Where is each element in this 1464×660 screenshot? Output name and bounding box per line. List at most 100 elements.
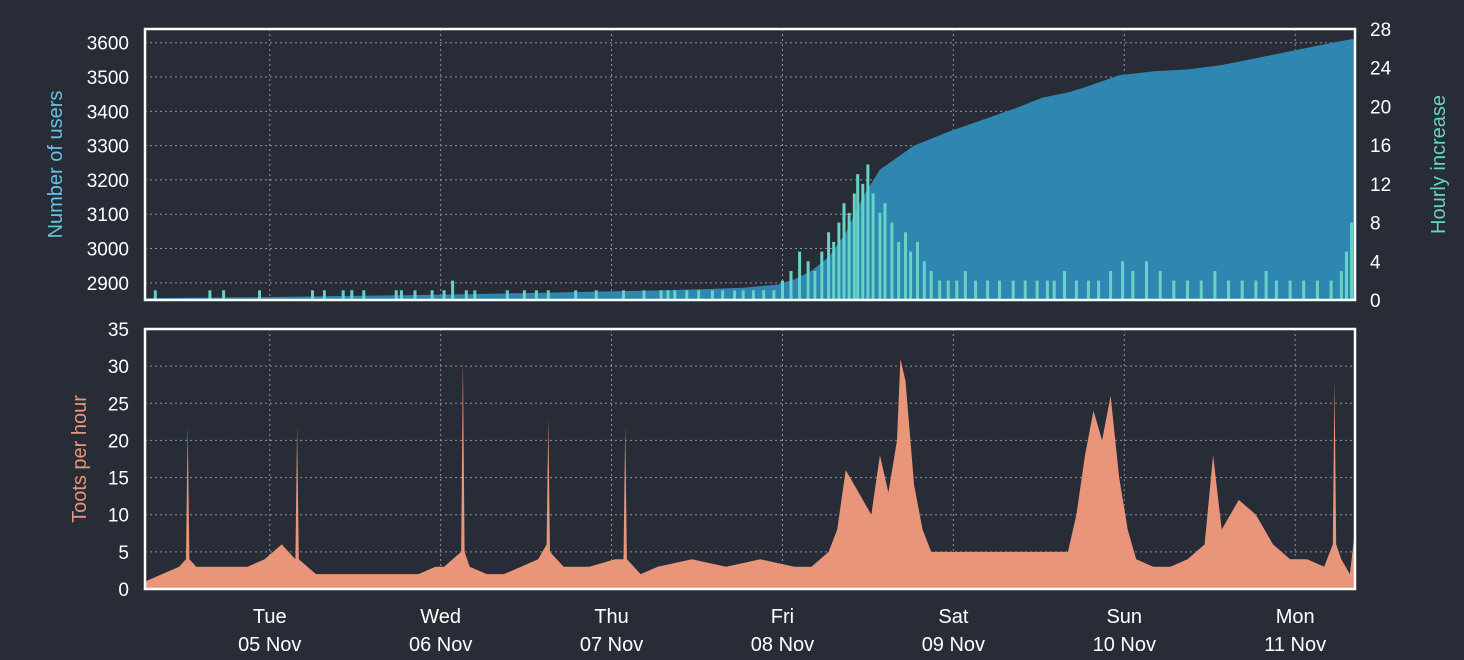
- users-ytick-label: 3000: [87, 240, 129, 261]
- hourly-increase-bar: [697, 290, 701, 300]
- hourly-increase-bar: [673, 290, 677, 300]
- x-tick-date-label: 08 Nov: [751, 634, 814, 656]
- toots-axis-label: Toots per hour: [69, 395, 91, 523]
- users-ytick-label: 3600: [87, 34, 129, 55]
- hourly-increase-bar: [1011, 280, 1015, 300]
- hourly-increase-bar: [1240, 280, 1244, 300]
- hourly-ytick-label: 16: [1370, 136, 1391, 157]
- hourly-increase-bar: [666, 290, 670, 300]
- x-tick-day-label: Thu: [594, 606, 628, 628]
- hourly-increase-bar: [473, 290, 477, 300]
- hourly-increase-bar: [806, 261, 810, 300]
- hourly-increase-bar: [1145, 261, 1148, 300]
- hourly-increase-bar: [946, 280, 950, 300]
- hourly-increase-bar: [546, 290, 550, 300]
- hourly-increase-bar: [847, 212, 851, 300]
- hourly-increase-bar: [1264, 271, 1268, 300]
- hourly-increase-bar: [721, 290, 725, 300]
- hourly-increase-bar: [505, 290, 509, 300]
- hourly-increase-bar: [1035, 280, 1039, 300]
- hourly-increase-bar: [362, 290, 366, 300]
- hourly-increase-bar: [322, 290, 326, 300]
- hourly-axis-label: Hourly increase: [1428, 95, 1450, 234]
- hourly-increase-bar: [897, 241, 901, 300]
- hourly-increase-bar: [856, 174, 860, 300]
- hourly-increase-bar: [909, 251, 913, 300]
- hourly-increase-bar: [1109, 271, 1113, 300]
- hourly-increase-bar: [442, 290, 446, 300]
- hourly-ytick-label: 4: [1370, 252, 1381, 273]
- hourly-ytick-label: 8: [1370, 214, 1381, 235]
- hourly-ytick-label: 28: [1370, 20, 1391, 41]
- users-ytick-label: 3300: [87, 137, 129, 158]
- hourly-increase-bar: [1213, 271, 1217, 300]
- hourly-increase-bar: [820, 251, 824, 300]
- hourly-increase-bar: [1063, 271, 1066, 300]
- hourly-increase-bar: [341, 290, 345, 300]
- toots-ytick-label: 5: [118, 543, 129, 564]
- hourly-increase-bar: [916, 241, 919, 300]
- hourly-ytick-label: 12: [1370, 175, 1391, 196]
- hourly-increase-bar: [1074, 280, 1078, 300]
- hourly-increase-bar: [1227, 280, 1230, 300]
- hourly-increase-bar: [430, 290, 434, 300]
- hourly-increase-bar: [574, 290, 578, 300]
- x-tick-date-label: 11 Nov: [1264, 634, 1326, 656]
- hourly-increase-bar: [208, 290, 212, 300]
- hourly-increase-bar: [866, 164, 870, 300]
- hourly-increase-bar: [986, 280, 990, 300]
- hourly-increase-bar: [798, 251, 802, 300]
- x-tick-day-label: Sun: [1106, 606, 1142, 628]
- hourly-increase-bar: [622, 290, 625, 300]
- hourly-increase-bar: [350, 290, 354, 300]
- hourly-increase-bar: [1023, 280, 1027, 300]
- hourly-increase-bar: [153, 290, 157, 300]
- hourly-increase-bar: [659, 290, 663, 300]
- hourly-increase-bar: [522, 290, 526, 300]
- users-ytick-label: 3400: [87, 102, 129, 123]
- hourly-increase-bar: [1131, 271, 1135, 300]
- x-tick-day-label: Fri: [771, 606, 794, 628]
- toots-ytick-label: 35: [108, 320, 129, 341]
- users-area: [145, 38, 1355, 300]
- hourly-increase-bar: [258, 290, 261, 300]
- x-tick-day-label: Tue: [253, 606, 287, 628]
- hourly-increase-bar: [762, 290, 766, 300]
- hourly-increase-bar: [1186, 280, 1189, 300]
- hourly-increase-bar: [974, 280, 978, 300]
- hourly-increase-bar: [1045, 280, 1049, 300]
- hourly-increase-bar: [1302, 280, 1306, 300]
- x-tick-date-label: 10 Nov: [1093, 634, 1156, 656]
- hourly-ytick-label: 0: [1370, 291, 1381, 312]
- hourly-increase-bar: [890, 222, 894, 300]
- toots-plot-frame: [143, 327, 1357, 591]
- x-tick-date-label: 09 Nov: [922, 634, 985, 656]
- hourly-increase-bar: [311, 290, 314, 300]
- hourly-increase-bar: [710, 290, 714, 300]
- users-ytick-label: 2900: [87, 274, 129, 295]
- toots-ytick-label: 0: [118, 580, 129, 601]
- hourly-increase-bar: [1097, 280, 1101, 300]
- hourly-increase-bar: [772, 290, 776, 300]
- hourly-ytick-label: 24: [1370, 59, 1392, 80]
- hourly-increase-bar: [399, 290, 403, 300]
- hourly-increase-bar: [1052, 280, 1056, 300]
- hourly-increase-bar: [1274, 280, 1278, 300]
- hourly-increase-bar: [929, 271, 933, 300]
- hourly-increase-bar: [451, 280, 455, 300]
- hourly-increase-bar: [1288, 280, 1292, 300]
- hourly-ytick-label: 20: [1370, 97, 1391, 118]
- x-tick-date-label: 05 Nov: [238, 634, 301, 656]
- hourly-increase-bar: [781, 280, 784, 300]
- hourly-increase-bar: [883, 203, 887, 300]
- x-tick-date-label: 06 Nov: [409, 634, 472, 656]
- hourly-increase-bar: [852, 193, 856, 300]
- hourly-increase-bar: [464, 290, 468, 300]
- users-ytick-label: 3100: [87, 205, 129, 226]
- hourly-increase-bar: [938, 280, 942, 300]
- x-tick-day-label: Wed: [420, 606, 461, 628]
- hourly-increase-bar: [1158, 271, 1162, 300]
- hourly-increase-bar: [685, 290, 689, 300]
- hourly-increase-bar: [813, 271, 817, 300]
